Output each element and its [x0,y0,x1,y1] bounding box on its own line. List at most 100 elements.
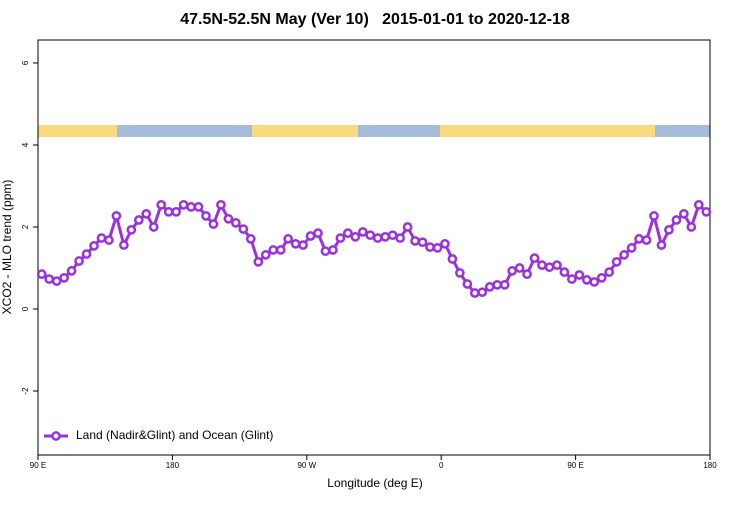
data-point [701,206,712,217]
data-point [395,233,405,243]
data-point [104,235,114,245]
data-point [499,279,510,290]
x-tick-label: 90 E [567,461,583,470]
data-point [253,257,264,267]
data-point [313,228,323,238]
data-point [447,254,458,264]
data-point [619,250,629,260]
data-point [693,200,704,210]
data-point [343,228,353,238]
data-point [440,238,450,249]
data-point [268,245,279,255]
data-point [529,253,540,264]
data-point [455,268,465,278]
data-point [664,225,674,235]
data-point [484,282,495,292]
data-point [589,277,600,287]
data-point [193,202,204,212]
data-point [462,279,473,289]
data-point [559,267,570,277]
data-point [671,215,682,225]
data-point [201,211,211,221]
data-point [66,266,77,276]
ocean-band [358,125,440,137]
data-point [425,242,435,252]
data-point [514,263,525,273]
data-point [44,274,55,284]
legend-swatch-point [51,431,61,441]
data-point [402,222,413,232]
data-point [148,222,159,232]
data-point [74,256,84,266]
data-point [133,215,144,225]
data-point [574,270,585,280]
y-tick-label: 6 [21,60,30,65]
data-point [634,234,644,244]
data-point [335,233,346,243]
data-point [432,243,443,253]
data-point [81,249,92,259]
data-point [119,240,129,250]
data-point [36,269,47,280]
data-point [216,200,226,210]
data-point [350,231,361,242]
data-point [649,211,659,221]
data-point [328,245,338,255]
y-tick-label: 4 [21,142,30,147]
data-point [492,279,503,290]
data-point [96,233,107,243]
data-point [417,237,428,248]
data-point [686,222,697,232]
y-tick-label: -2 [21,387,30,395]
data-point [59,272,69,283]
data-point [275,245,286,255]
x-tick-label: 90 E [30,461,46,470]
y-axis-label: XCO2 - MLO trend (ppm) [0,180,14,315]
surface-strip [38,125,710,137]
data-point [51,276,62,286]
data-point [596,272,607,283]
data-point [537,260,547,270]
data-point [626,243,637,253]
data-point [186,202,196,212]
data-point [305,231,316,241]
data-point [208,219,219,229]
data-point [320,246,331,257]
data-point [477,287,488,298]
data-point [283,234,293,244]
x-axis-label: Longitude (deg E) [327,476,422,490]
ocean-band [117,125,252,137]
ocean-band [655,125,710,137]
legend-label: Land (Nadir&Glint) and Ocean (Glint) [76,428,273,442]
data-point [372,233,383,243]
data-point [410,236,420,246]
data-point [238,224,249,234]
data-point [567,274,577,284]
x-tick-label: 90 W [297,461,316,470]
data-point [507,266,517,276]
data-point [223,213,234,224]
y-tick-label: 0 [21,306,30,311]
data-point [387,230,398,241]
data-point [656,240,667,250]
data-point [141,209,152,219]
data-point [522,269,532,280]
data-point [552,260,562,270]
plot-frame [37,39,711,456]
data-point [290,238,301,249]
y-tick-label: 2 [21,224,30,229]
data-point [469,288,480,298]
x-tick-label: 180 [166,461,180,470]
data-point [581,275,592,285]
data-point [298,240,308,250]
data-point [245,234,256,244]
data-point [260,250,271,260]
data-point [231,218,241,228]
data-point [178,200,189,210]
data-point [365,230,376,241]
data-point [604,267,615,277]
data-point [111,211,122,221]
data-point [156,200,167,210]
data-point [163,206,174,217]
